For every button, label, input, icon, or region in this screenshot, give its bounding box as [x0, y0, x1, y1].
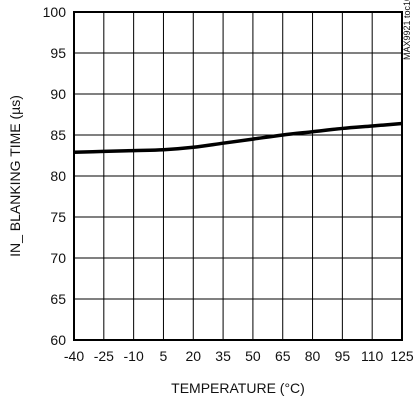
x-tick-label: 125	[390, 348, 414, 364]
x-tick-label: 65	[275, 348, 291, 364]
y-tick-label: 90	[50, 86, 66, 102]
series-layer	[73, 121, 403, 154]
y-tick-label: 75	[50, 209, 66, 225]
x-tick-label: 35	[215, 348, 231, 364]
x-tick-label: 50	[245, 348, 261, 364]
x-tick-label: -25	[94, 348, 114, 364]
x-axis-tick-labels: -40 -25 -10 5 20 35 50 65 80 95 110 125	[64, 348, 414, 364]
y-tick-label: 65	[50, 291, 66, 307]
x-axis-title: TEMPERATURE (°C)	[171, 380, 305, 396]
plot-frame	[73, 11, 403, 341]
y-tick-label: 85	[50, 127, 66, 143]
x-tick-label: 5	[160, 348, 168, 364]
x-tick-label: -10	[124, 348, 144, 364]
y-tick-label: 95	[50, 45, 66, 61]
y-axis-tick-labels: 60 65 70 75 80 85 90 95 100	[43, 4, 67, 348]
y-tick-label: 70	[50, 250, 66, 266]
y-tick-label: 80	[50, 168, 66, 184]
x-tick-label: 110	[361, 348, 384, 364]
x-tick-label: 80	[305, 348, 321, 364]
x-tick-label: 20	[185, 348, 201, 364]
part-code-label: MAX9921 toc10	[402, 0, 412, 60]
x-tick-label: -40	[64, 348, 84, 364]
y-axis-title: IN_ BLANKING TIME (µs)	[7, 95, 23, 257]
grid-lines	[73, 11, 403, 341]
series-line	[73, 121, 403, 154]
x-tick-label: 95	[335, 348, 351, 364]
y-tick-label: 60	[50, 332, 66, 348]
y-tick-label: 100	[43, 4, 67, 20]
